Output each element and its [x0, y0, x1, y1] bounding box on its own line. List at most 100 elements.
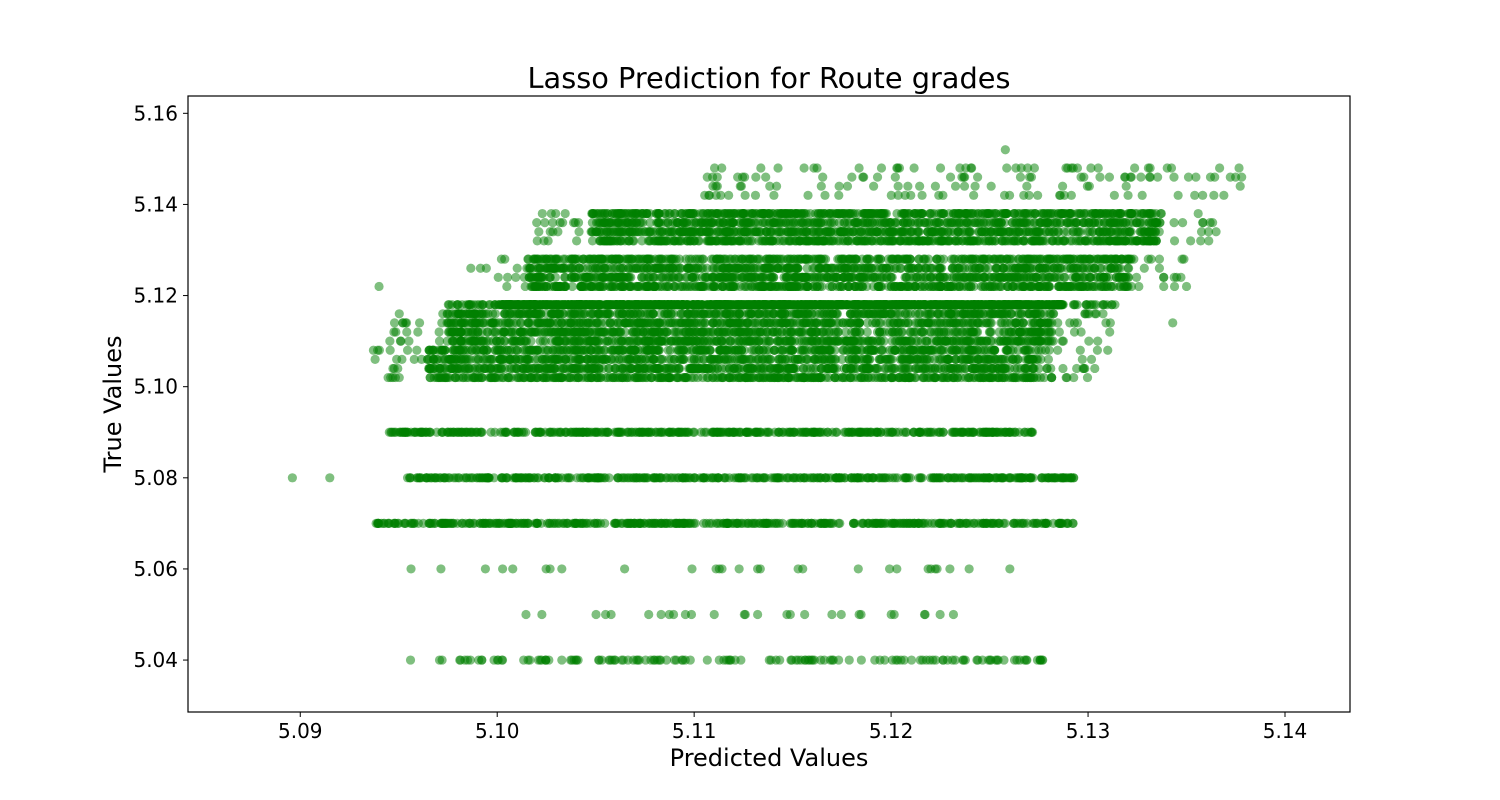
data-point: [596, 309, 606, 319]
data-point: [1069, 372, 1079, 383]
data-point: [414, 318, 425, 328]
data-point: [1053, 318, 1063, 328]
data-point: [532, 518, 542, 528]
data-point: [731, 473, 742, 483]
data-point: [714, 345, 724, 355]
data-point: [800, 609, 810, 620]
data-point: [1012, 655, 1022, 665]
data-point: [957, 473, 967, 483]
data-point: [914, 473, 924, 483]
data-point: [1075, 345, 1085, 355]
data-point: [606, 609, 616, 620]
data-point: [458, 372, 468, 383]
data-point: [817, 354, 828, 364]
data-point: [572, 473, 582, 483]
data-point: [1014, 427, 1024, 437]
data-point: [1023, 354, 1034, 364]
data-point: [590, 427, 600, 437]
data-point: [516, 473, 526, 483]
data-point: [1002, 345, 1012, 355]
data-point: [627, 427, 637, 437]
data-point: [796, 327, 807, 337]
data-point: [734, 336, 745, 346]
data-point: [443, 518, 453, 528]
data-point: [938, 655, 948, 665]
data-point: [689, 327, 699, 337]
data-point: [932, 564, 942, 574]
data-point: [610, 655, 620, 665]
data-point: [533, 427, 543, 437]
data-point: [631, 473, 641, 483]
data-point: [965, 473, 975, 483]
data-point: [1084, 336, 1094, 346]
data-point: [397, 354, 407, 364]
data-point: [442, 309, 452, 319]
data-point: [973, 354, 983, 364]
data-point: [935, 354, 945, 364]
data-point: [545, 427, 555, 437]
data-point: [682, 318, 692, 328]
data-point: [650, 655, 660, 665]
data-point: [628, 309, 638, 319]
data-point: [791, 655, 801, 665]
data-point: [897, 363, 907, 374]
data-point: [708, 372, 718, 383]
data-point: [559, 345, 569, 355]
data-point: [961, 354, 971, 364]
data-point: [918, 655, 928, 665]
data-point: [551, 345, 561, 355]
data-point: [775, 363, 785, 374]
data-point: [606, 327, 616, 337]
data-point: [1032, 518, 1043, 528]
data-point: [798, 372, 808, 383]
data-point: [919, 372, 929, 383]
data-point: [1032, 327, 1042, 337]
data-point: [552, 309, 562, 319]
data-point: [953, 363, 963, 374]
data-point: [698, 345, 708, 355]
data-point: [961, 372, 971, 383]
data-point: [799, 473, 810, 483]
data-point: [497, 473, 507, 483]
data-point: [452, 518, 462, 528]
data-point: [482, 345, 492, 355]
data-point: [569, 427, 579, 437]
data-point: [498, 564, 508, 574]
data-point: [604, 473, 614, 483]
data-point: [977, 655, 988, 665]
data-point: [521, 609, 531, 620]
data-point: [934, 309, 945, 319]
data-point: [1008, 372, 1018, 383]
data-point: [886, 609, 896, 620]
data-point: [1043, 354, 1054, 364]
data-point: [625, 345, 635, 355]
data-point: [675, 363, 685, 374]
data-point: [702, 655, 712, 665]
data-point: [906, 327, 916, 337]
data-point: [566, 655, 576, 665]
data-point: [404, 336, 414, 346]
data-point: [724, 473, 735, 483]
data-point: [914, 318, 924, 328]
data-point: [541, 655, 551, 665]
data-point: [949, 473, 960, 483]
data-point: [590, 354, 600, 364]
data-point: [916, 327, 927, 337]
data-point: [1042, 518, 1053, 528]
data-point: [557, 564, 567, 574]
data-point: [592, 473, 602, 483]
data-point: [413, 327, 423, 337]
data-point: [1090, 309, 1100, 319]
data-point: [866, 372, 876, 383]
data-point: [497, 318, 507, 328]
data-point: [500, 327, 510, 337]
data-point: [561, 427, 572, 437]
data-point: [418, 427, 428, 437]
data-point: [964, 564, 974, 574]
data-point: [932, 327, 942, 337]
data-point: [518, 427, 529, 437]
data-point: [903, 318, 913, 328]
data-point: [906, 309, 916, 319]
data-point: [911, 372, 921, 383]
data-point: [959, 309, 969, 319]
